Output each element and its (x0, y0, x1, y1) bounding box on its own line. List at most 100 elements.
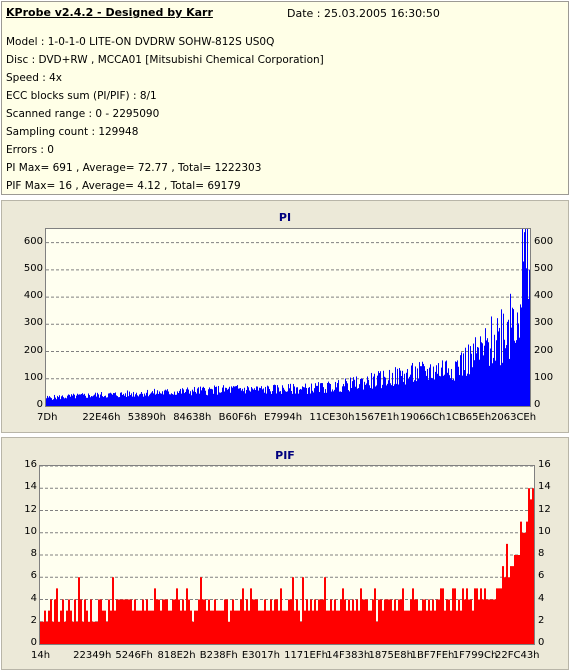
pi-bar (390, 383, 391, 406)
pi-bar (262, 389, 263, 406)
pif-bar (132, 610, 134, 644)
pif-bar (506, 543, 508, 644)
pi-bar (166, 390, 167, 406)
pi-bar (208, 389, 209, 406)
pi-x-tick: 2063CEh (491, 412, 537, 423)
pi-bar (104, 396, 105, 406)
pi-bar (124, 395, 125, 406)
pi-bar (402, 370, 403, 406)
pif-bar (528, 488, 530, 644)
pi-bar (152, 391, 153, 406)
pi-bar (514, 340, 515, 406)
pi-bar (317, 385, 318, 406)
pif-bar (118, 599, 120, 644)
pi-bar (268, 386, 269, 406)
pi-bar (282, 385, 283, 406)
pi-bar (183, 389, 184, 406)
pif-bar (352, 599, 354, 644)
pi-bar (267, 385, 268, 406)
pif-bar (286, 610, 288, 644)
pi-bar (439, 375, 440, 406)
pi-bar (76, 395, 77, 406)
pi-bar (473, 343, 474, 406)
pif-bar (48, 610, 50, 644)
pi-bar (373, 376, 374, 406)
pi-bar (311, 383, 312, 406)
pi-bar (294, 386, 295, 406)
pi-bar (301, 389, 302, 406)
pi-bar (204, 388, 205, 406)
pi-bar (434, 379, 435, 406)
pi-bar (416, 381, 417, 406)
pi-bar (503, 313, 504, 406)
pi-bar (428, 379, 429, 406)
pif-x-tick: 1171EFh (284, 650, 328, 661)
pif-bar (458, 599, 460, 644)
pi-bar (508, 319, 509, 406)
pif-x-tick: E3017h (241, 650, 281, 661)
pi-bar (202, 387, 203, 406)
pi-bar (168, 391, 169, 406)
pi-bar (298, 393, 299, 406)
pif-bar (462, 588, 464, 644)
pif-bar (356, 599, 358, 644)
pi-bar (260, 388, 261, 406)
pi-bar (75, 398, 76, 406)
pi-bar (164, 390, 165, 406)
pif-bar (334, 599, 336, 644)
pi-bar (284, 389, 285, 406)
pi-bar (154, 388, 155, 406)
pi-bar (432, 378, 433, 406)
pi-bar (50, 397, 51, 406)
pif-bar (248, 610, 250, 644)
pi-bar (219, 392, 220, 406)
pi-bar (381, 388, 382, 406)
pi-bar (345, 378, 346, 406)
pif-y-tick-left: 4 (30, 592, 37, 604)
pi-bar (112, 394, 113, 406)
pi-bar (215, 387, 216, 406)
pi-bar (324, 392, 325, 406)
info-ecc: ECC blocks sum (PI/PIF) : 8/1 (6, 90, 157, 102)
pif-bar (314, 599, 316, 644)
pif-bar (252, 599, 254, 644)
pi-bar (507, 321, 508, 406)
pi-bar (417, 368, 418, 406)
pi-bar (496, 340, 497, 406)
pi-bar (94, 394, 95, 406)
pi-bar (159, 391, 160, 406)
pif-bar (120, 599, 122, 644)
pi-bar (371, 372, 372, 406)
pi-bar (209, 387, 210, 406)
pi-bar (463, 353, 464, 406)
pi-bar (405, 384, 406, 406)
pi-bar (430, 364, 431, 406)
info-disc: Disc : DVD+RW , MCCA01 [Mitsubishi Chemi… (6, 54, 324, 66)
pif-bar (180, 610, 182, 644)
pif-bar (412, 588, 414, 644)
pi-x-tick: 7Dh (37, 412, 58, 423)
pif-bar (382, 610, 384, 644)
pif-y-tick-right: 8 (538, 548, 545, 559)
pif-bar (78, 577, 80, 644)
pif-bar (318, 599, 320, 644)
pif-bar (88, 621, 90, 644)
pi-bar (173, 394, 174, 406)
pi-bar (161, 393, 162, 406)
pi-bar (328, 381, 329, 406)
pi-bar (247, 386, 248, 406)
pi-bar (523, 261, 524, 406)
pif-bar (84, 599, 86, 644)
pif-bar (190, 610, 192, 644)
pif-bar (448, 599, 450, 644)
pif-bar (524, 532, 526, 644)
pif-bar (158, 599, 160, 644)
pif-bar (240, 599, 242, 644)
pi-bar (119, 397, 120, 406)
pi-bar (256, 386, 257, 406)
pi-bar (335, 381, 336, 406)
pif-bar (426, 610, 428, 644)
pif-bar (178, 599, 180, 644)
pif-bar (104, 610, 106, 644)
pif-bar (130, 599, 132, 644)
